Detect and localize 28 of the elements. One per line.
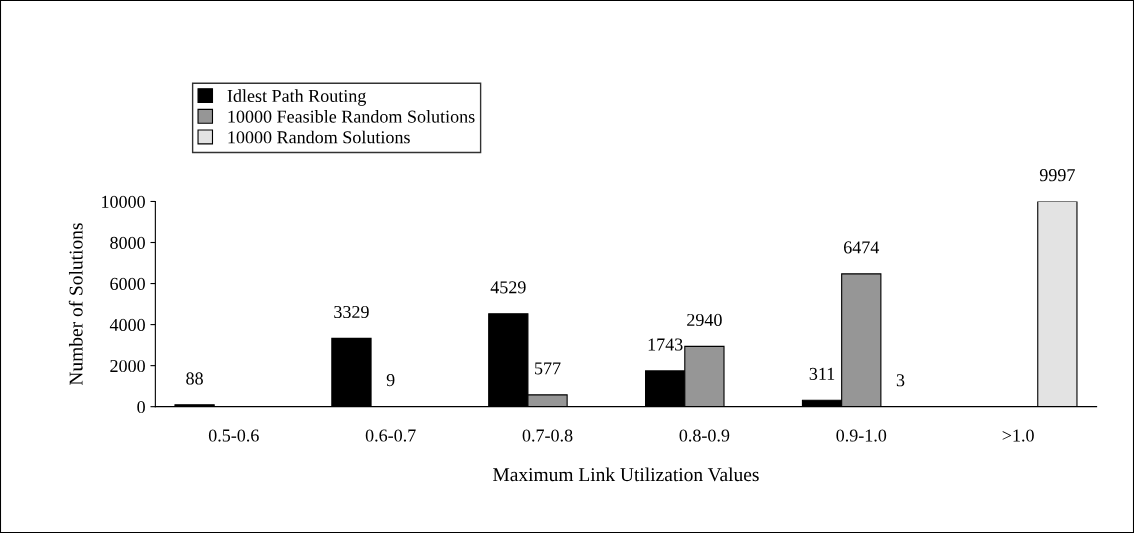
data-label: 88 (186, 372, 203, 385)
y-axis-title: Number of Solutions (68, 223, 83, 386)
data-label: 311 (809, 367, 835, 380)
data-label: 9 (386, 374, 395, 387)
data-label: 3329 (334, 305, 369, 319)
data-label: 1743 (648, 338, 683, 351)
x-tick-label: 0.7-0.8 (522, 429, 573, 442)
y-tick-label: 2000 (110, 359, 145, 373)
data-label: 6474 (843, 241, 880, 254)
x-tick-label: 0.8-0.9 (679, 429, 730, 442)
y-tick-label: 0 (137, 400, 145, 414)
data-label: 9997 (1039, 169, 1075, 182)
x-tick-label: 0.5-0.6 (208, 429, 259, 442)
legend-label: 10000 Random Solutions (228, 130, 410, 144)
y-tick-label: 8000 (110, 236, 145, 249)
x-tick-label: 0.6-0.7 (365, 429, 416, 442)
x-axis-title: Maximum Link Utilization Values (493, 467, 759, 482)
data-label: 2940 (687, 313, 722, 327)
legend-label: Idlest Path Routing (227, 89, 367, 106)
data-label: 4529 (490, 281, 526, 294)
x-tick-label: >1.0 (1002, 429, 1034, 442)
legend-label: 10000 Feasible Random Solutions (228, 110, 475, 123)
y-tick-label: 6000 (110, 277, 145, 290)
x-tick-label: 0.9-1.0 (836, 429, 887, 442)
y-tick-label: 10000 (102, 195, 145, 208)
y-tick-label: 4000 (109, 318, 145, 332)
data-label: 3 (896, 374, 905, 387)
data-label: 577 (535, 362, 561, 375)
